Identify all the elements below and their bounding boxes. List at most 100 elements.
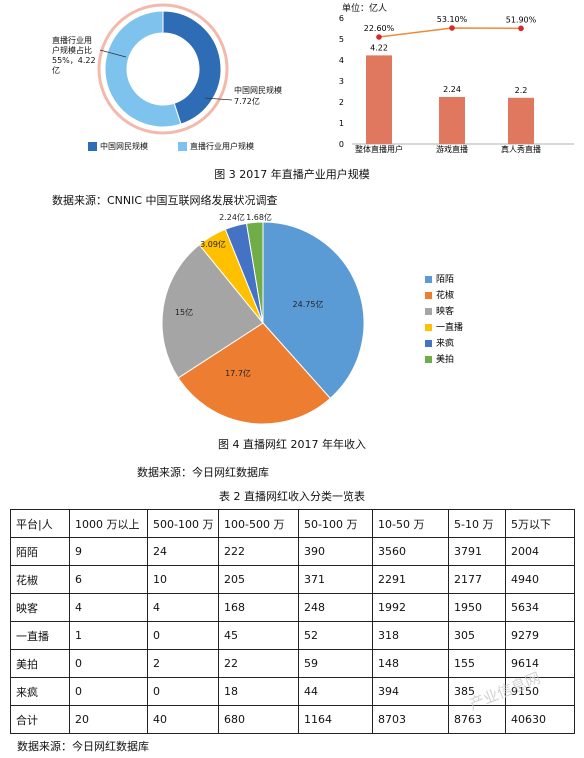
table-cell: 花椒 bbox=[10, 565, 70, 594]
x-category-label: 真人秀直播 bbox=[501, 144, 541, 154]
table-cell: 10 bbox=[147, 565, 219, 594]
pie-legend-label: 来疯 bbox=[436, 337, 454, 349]
bar-value-label: 2.2 bbox=[515, 86, 528, 95]
y-tick-label: 1 bbox=[339, 119, 344, 128]
table-header-cell: 1000 万以上 bbox=[69, 509, 148, 538]
table-cell: 4 bbox=[69, 593, 148, 622]
table-cell: 20 bbox=[69, 705, 148, 734]
legend-swatch-live-users bbox=[178, 142, 187, 151]
table-header-cell: 10-50 万 bbox=[372, 509, 449, 538]
donut-outer-ring bbox=[97, 3, 229, 135]
table-cell: 映客 bbox=[10, 593, 70, 622]
table-cell: 40 bbox=[147, 705, 219, 734]
donut-label-left-line: 户规模占比 bbox=[52, 46, 92, 55]
table-header-cell: 500-100 万 bbox=[147, 509, 219, 538]
table-cell: 248 bbox=[298, 593, 373, 622]
table-cell: 168 bbox=[218, 593, 299, 622]
bar bbox=[508, 97, 534, 144]
table-header-cell: 50-100 万 bbox=[298, 509, 373, 538]
table-row: 花椒 6 10 205 371 2291 2177 4940 bbox=[10, 565, 575, 594]
bar-chart: 0 1 2 3 4 5 6 4.22 整体直播用户 2.24 游戏直播 2.2 真人秀直播 22.60% 5… bbox=[339, 14, 574, 154]
table-cell: 205 bbox=[218, 565, 299, 594]
figure3-svg: 0 1 2 3 4 5 6 4.22 整体直播用户 2.24 游戏直播 2.2 真人秀直播 22.60% 5… bbox=[97, 3, 574, 154]
donut-label-left-line: 55%，4.22 bbox=[52, 56, 96, 65]
bar-value-label: 4.22 bbox=[370, 43, 388, 52]
legend-label-netizens: 中国网民规模 bbox=[100, 142, 148, 151]
table-cell: 318 bbox=[372, 621, 449, 650]
pie-slice bbox=[177, 322, 331, 425]
table-cell: 8703 bbox=[372, 705, 449, 734]
source2-text: 数据来源：今日网红数据库 bbox=[137, 466, 269, 479]
bar-chart-unit: 单位：亿人 bbox=[342, 4, 388, 14]
table-cell: 680 bbox=[218, 705, 299, 734]
table-cell: 52 bbox=[298, 621, 373, 650]
y-tick-label: 3 bbox=[339, 77, 344, 86]
table-cell: 305 bbox=[448, 621, 506, 650]
bar bbox=[439, 96, 465, 144]
table-cell: 0 bbox=[147, 621, 219, 650]
table-cell: 22 bbox=[218, 649, 299, 678]
table-cell: 390 bbox=[298, 537, 373, 566]
table-row: 美拍 0 2 22 59 148 155 9614 bbox=[10, 649, 575, 678]
line-point-label: 22.60% bbox=[364, 24, 395, 33]
table-cell: 3791 bbox=[448, 537, 506, 566]
table-row: 一直播 1 0 45 52 318 305 9279 bbox=[10, 621, 575, 650]
line-point-label: 53.10% bbox=[437, 15, 468, 24]
line-point bbox=[449, 25, 455, 31]
y-tick-label: 6 bbox=[339, 14, 344, 23]
pie-slice bbox=[262, 221, 365, 400]
table-cell: 4 bbox=[147, 593, 219, 622]
donut-label-right-line: 7.72亿 bbox=[234, 97, 260, 106]
pie-legend-swatch bbox=[425, 276, 432, 283]
table-row: 映客 4 4 168 248 1992 1950 5634 bbox=[10, 593, 575, 622]
table-cell: 0 bbox=[69, 677, 148, 706]
table-header-cell: 5万以下 bbox=[505, 509, 575, 538]
pie-value-label: 24.75亿 bbox=[293, 299, 324, 309]
table-header-cell: 5-10 万 bbox=[448, 509, 506, 538]
table-cell: 0 bbox=[69, 649, 148, 678]
table-row: 来疯 0 0 18 44 394 385 9150 bbox=[10, 677, 575, 706]
y-tick-label: 5 bbox=[339, 35, 344, 44]
legend-label-live-users: 直播行业用户规模 bbox=[190, 142, 254, 151]
table-cell: 2004 bbox=[505, 537, 575, 566]
table-cell: 5634 bbox=[505, 593, 575, 622]
table-cell: 2 bbox=[147, 649, 219, 678]
pie-legend-label: 花椒 bbox=[436, 289, 454, 301]
donut-label-left: 直播行业用 户规模占比 55%，4.22 亿 bbox=[52, 36, 96, 76]
table-cell: 59 bbox=[298, 649, 373, 678]
table-cell: 1 bbox=[69, 621, 148, 650]
pie-chart: 24.75亿 17.7亿 15亿 3.09亿 2.24亿 1.68亿 bbox=[161, 212, 365, 425]
table-cell: 9279 bbox=[505, 621, 575, 650]
table-cell: 0 bbox=[147, 677, 219, 706]
donut-label-right: 中国网民规模 7.72亿 bbox=[234, 85, 282, 107]
source1-text: 数据来源：CNNIC 中国互联网络发展状况调查 bbox=[52, 194, 278, 207]
pie-legend-label: 陌陌 bbox=[436, 274, 454, 285]
table-row: 合计 20 40 680 1164 8703 8763 40630 bbox=[10, 705, 575, 734]
table-cell: 1164 bbox=[298, 705, 373, 734]
donut-leader-left bbox=[99, 49, 127, 58]
table-cell: 394 bbox=[372, 677, 449, 706]
donut-label-right-line: 中国网民规模 bbox=[234, 86, 282, 95]
pie-value-label: 3.09亿 bbox=[200, 239, 226, 249]
table-header-cell: 平台|人 bbox=[10, 509, 70, 538]
table-cell: 148 bbox=[372, 649, 449, 678]
table-cell: 1950 bbox=[448, 593, 506, 622]
x-category-label: 整体直播用户 bbox=[355, 144, 403, 154]
table-cell: 美拍 bbox=[10, 649, 70, 678]
table-cell: 155 bbox=[448, 649, 506, 678]
line-point bbox=[376, 34, 382, 40]
table-cell: 44 bbox=[298, 677, 373, 706]
donut-leader-right bbox=[204, 97, 233, 101]
donut-slice-live-users bbox=[104, 10, 182, 128]
table-row: 陌陌 9 24 222 390 3560 3791 2004 bbox=[10, 537, 575, 566]
pie-legend-swatch bbox=[425, 356, 432, 363]
donut-slice-netizens bbox=[162, 10, 222, 125]
table-header-cell: 100-500 万 bbox=[218, 509, 299, 538]
pie-value-label: 2.24亿 bbox=[219, 212, 245, 222]
table-cell: 9 bbox=[69, 537, 148, 566]
pie-legend-label: 美拍 bbox=[436, 353, 454, 365]
table-cell: 8763 bbox=[448, 705, 506, 734]
pie-legend-swatch bbox=[425, 324, 432, 331]
table-cell: 385 bbox=[448, 677, 506, 706]
figure4-caption: 图 4 直播网红 2017 年年收入 bbox=[218, 438, 366, 451]
